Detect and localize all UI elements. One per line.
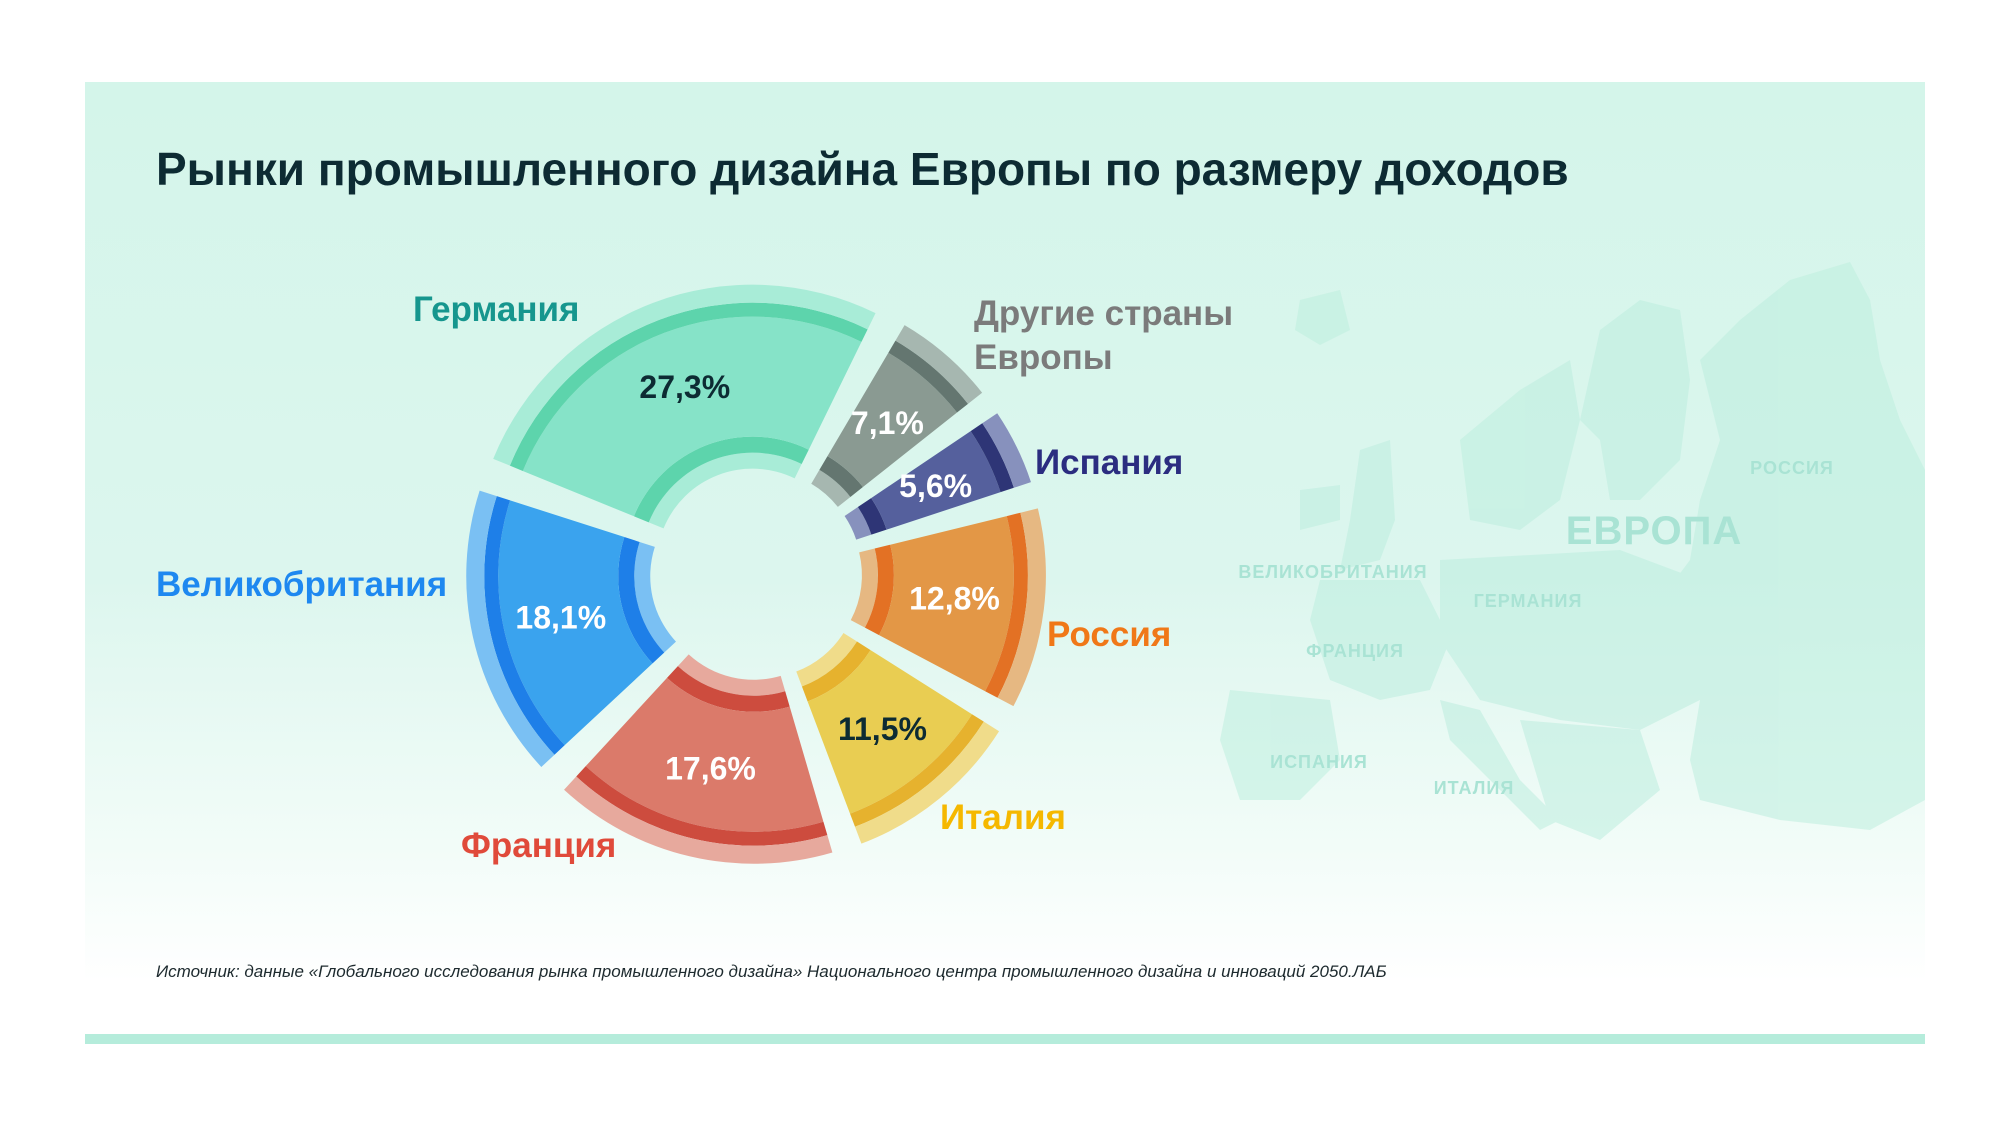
slice-band (844, 507, 872, 540)
slice-band (633, 436, 809, 523)
slice-band (484, 496, 565, 755)
slice-band (888, 340, 969, 413)
slice-band (498, 500, 653, 746)
slice-5: 17,6% (564, 654, 833, 864)
slice-band (982, 413, 1031, 488)
bottom-divider (85, 1034, 1925, 1044)
source-note: Источник: данные «Глобального исследован… (156, 962, 1387, 981)
slice-label-other: Другие страны Европы (974, 292, 1233, 380)
slice-label-other-line2: Европы (974, 338, 1113, 377)
slice-band (827, 352, 958, 488)
slice-value-label: 11,5% (838, 711, 927, 747)
slice-value-label: 5,6% (899, 468, 972, 504)
slice-band (585, 677, 824, 832)
slice-label-germany: Германия (413, 290, 580, 329)
map-label-germany: ГЕРМАНИЯ (1474, 591, 1583, 611)
slice-band (871, 431, 1001, 530)
slice-band (634, 541, 676, 653)
slice-band (493, 284, 876, 466)
slice-label-italy: Италия (940, 798, 1066, 837)
slice-4: 11,5% (796, 633, 1000, 844)
slice-value-label: 7,1% (851, 405, 924, 441)
map-label-russia: РОССИЯ (1750, 458, 1834, 478)
slice-band (879, 516, 1014, 692)
slice-band (857, 498, 887, 535)
slice-band (819, 456, 863, 497)
slice-value-label: 27,3% (639, 369, 730, 405)
europe-map-shapes (1220, 262, 1925, 840)
slice-band (855, 721, 1000, 844)
slice-value-label: 18,1% (515, 600, 606, 636)
slice-band (801, 641, 871, 702)
slice-band (466, 490, 555, 767)
map-label-europe: ЕВРОПА (1566, 509, 1742, 553)
slice-6: 18,1% (466, 490, 676, 767)
map-label-france: ФРАНЦИЯ (1306, 641, 1404, 661)
slice-band (618, 537, 665, 664)
slice-band (985, 512, 1028, 698)
slice-band (648, 452, 802, 529)
slice-band (864, 544, 894, 636)
slice-band (796, 633, 858, 687)
slice-band (677, 654, 786, 696)
slice-3: 12,8% (850, 508, 1046, 707)
slice-band (807, 650, 972, 814)
map-label-uk: ВЕЛИКОБРИТАНИЯ (1238, 562, 1427, 582)
slice-band (997, 508, 1046, 707)
slice-band (564, 776, 833, 864)
slice-0: 27,3% (493, 284, 876, 529)
slice-value-label: 17,6% (665, 751, 756, 787)
slice-band (667, 666, 790, 712)
slice-band (811, 469, 851, 507)
slice-label-russia: Россия (1047, 615, 1172, 654)
slice-band (522, 316, 862, 517)
slice-label-france: Франция (461, 826, 617, 865)
chart-title: Рынки промышленного дизайна Европы по ра… (156, 143, 1569, 195)
slice-label-other-line1: Другие страны (974, 294, 1234, 333)
slice-band (895, 325, 983, 404)
slice-band (509, 302, 868, 471)
slice-band (850, 714, 984, 827)
slice-1: 7,1% (811, 325, 983, 507)
slice-2: 5,6% (844, 413, 1031, 540)
slice-band (970, 423, 1014, 493)
map-label-italy: ИТАЛИЯ (1434, 778, 1515, 798)
map-label-spain: ИСПАНИЯ (1270, 752, 1368, 772)
slice-label-uk: Великобритания (156, 565, 448, 604)
slice-band (576, 766, 828, 846)
slice-value-label: 12,8% (909, 581, 1000, 617)
slice-label-spain: Испания (1035, 443, 1184, 482)
slice-band (850, 548, 878, 628)
